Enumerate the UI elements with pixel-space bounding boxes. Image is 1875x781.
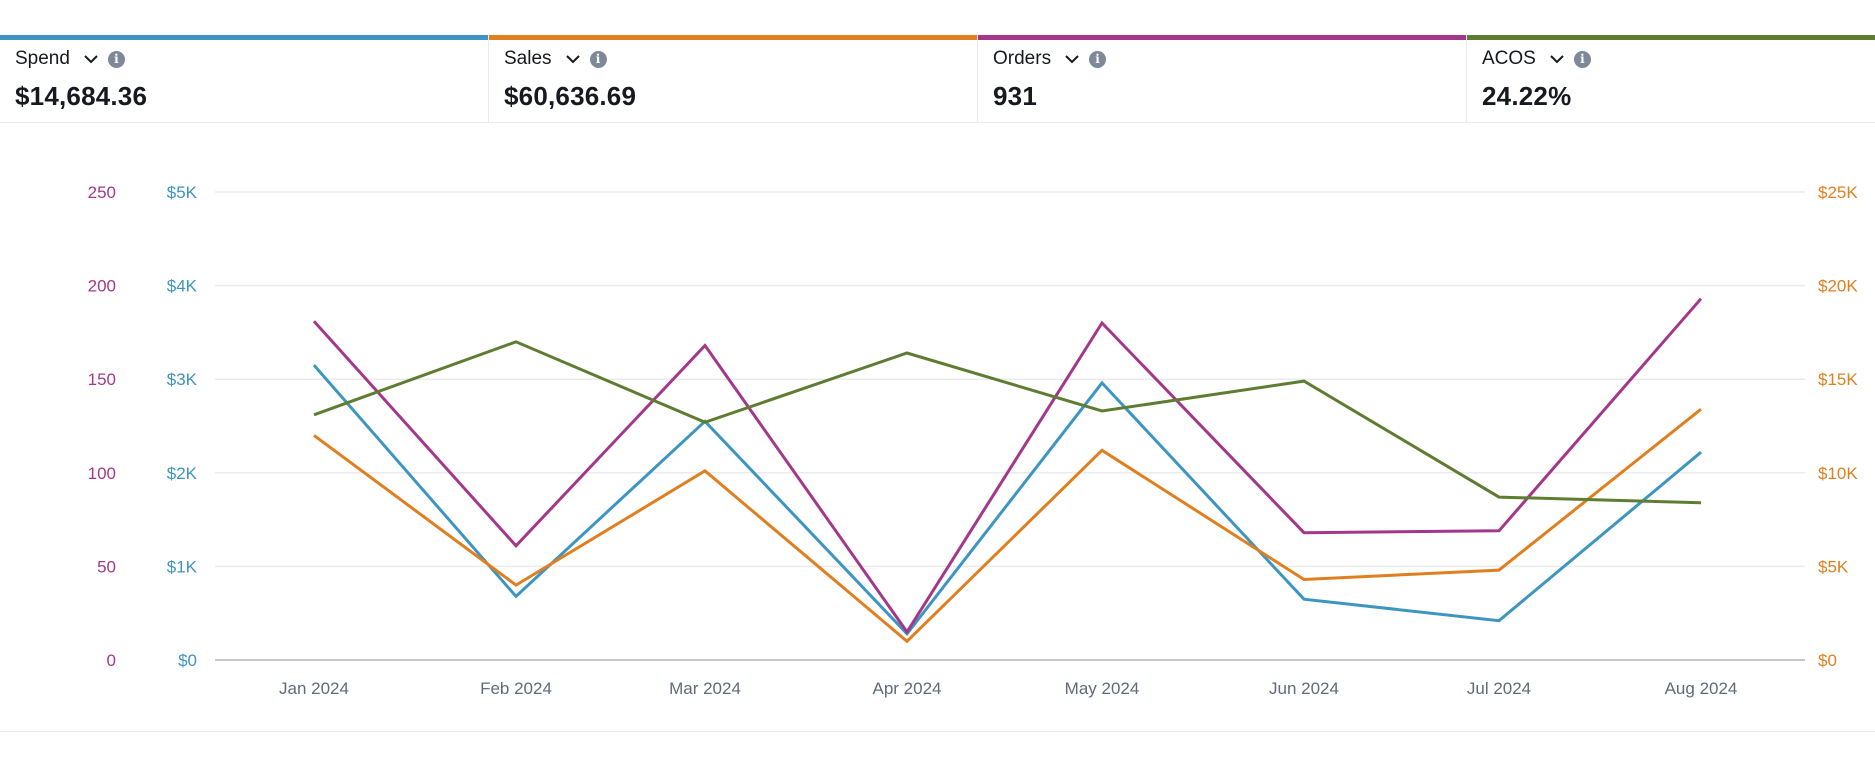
x-tick-label: Feb 2024: [480, 679, 552, 698]
y-tick-label-spend: $0: [178, 651, 197, 670]
y-tick-label-spend: $5K: [167, 183, 198, 202]
metric-card-acos[interactable]: ACOS i 24.22%: [1467, 35, 1875, 122]
metric-color-bar: [489, 35, 977, 40]
metric-value-orders: 931: [993, 81, 1037, 111]
metric-label-acos: ACOS: [1482, 48, 1536, 69]
chevron-down-icon[interactable]: [1064, 51, 1080, 67]
x-tick-label: Mar 2024: [669, 679, 741, 698]
x-tick-label: Aug 2024: [1665, 679, 1738, 698]
y-tick-label-spend: $3K: [167, 370, 198, 389]
series-line-sales: [313, 408, 1702, 644]
y-tick-label-orders: 50: [97, 557, 116, 576]
y-tick-label-orders: 0: [107, 651, 116, 670]
series-line-acos: [313, 340, 1702, 505]
x-tick-label: Jan 2024: [279, 679, 349, 698]
y-tick-label-sales: $25K: [1818, 183, 1858, 202]
y-tick-label-orders: 250: [88, 183, 116, 202]
series-line-spend: [312, 364, 1702, 637]
y-tick-label-spend: $4K: [167, 277, 198, 296]
info-icon[interactable]: i: [1573, 50, 1591, 68]
y-tick-label-orders: 200: [88, 277, 116, 296]
info-icon[interactable]: i: [107, 50, 125, 68]
metric-label-spend: Spend: [15, 48, 70, 69]
x-tick-label: Jul 2024: [1467, 679, 1531, 698]
metric-label-sales: Sales: [504, 48, 552, 69]
y-tick-label-sales: $10K: [1818, 464, 1858, 483]
y-tick-label-sales: $20K: [1818, 277, 1858, 296]
metric-value-spend: $14,684.36: [15, 81, 148, 111]
y-tick-label-spend: $1K: [167, 557, 198, 576]
y-tick-label-sales: $15K: [1818, 370, 1858, 389]
metric-color-bar: [1467, 35, 1875, 40]
metrics-bar: Spend i $14,684.36 Sales i $60,636.69 Or…: [0, 35, 1875, 123]
metric-card-spend[interactable]: Spend i $14,684.36: [0, 35, 489, 122]
metric-color-bar: [0, 35, 488, 40]
x-tick-label: May 2024: [1065, 679, 1140, 698]
x-tick-label: Jun 2024: [1269, 679, 1339, 698]
info-icon[interactable]: i: [1089, 50, 1107, 68]
y-tick-label-orders: 100: [88, 464, 116, 483]
metric-value-sales: $60,636.69: [504, 81, 637, 111]
metric-value-acos: 24.22%: [1482, 81, 1572, 111]
chevron-down-icon[interactable]: [1549, 51, 1565, 67]
x-tick-label: Apr 2024: [873, 679, 942, 698]
y-tick-label-sales: $0: [1818, 651, 1837, 670]
series-line-orders: [312, 297, 1703, 635]
metric-card-orders[interactable]: Orders i 931: [978, 35, 1467, 122]
y-tick-label-orders: 150: [88, 370, 116, 389]
metric-label-orders: Orders: [993, 48, 1052, 69]
y-tick-label-spend: $2K: [167, 464, 198, 483]
chevron-down-icon[interactable]: [83, 51, 99, 67]
bottom-divider: [0, 731, 1875, 732]
metric-card-sales[interactable]: Sales i $60,636.69: [489, 35, 978, 122]
metric-color-bar: [978, 35, 1466, 40]
y-tick-label-sales: $5K: [1818, 557, 1849, 576]
chevron-down-icon[interactable]: [565, 51, 581, 67]
line-chart: 250 200 150 100 50 0 $5K $4K $3K $2K $1K $0 $25K $20K…: [88, 183, 1859, 698]
info-icon[interactable]: i: [589, 50, 607, 68]
